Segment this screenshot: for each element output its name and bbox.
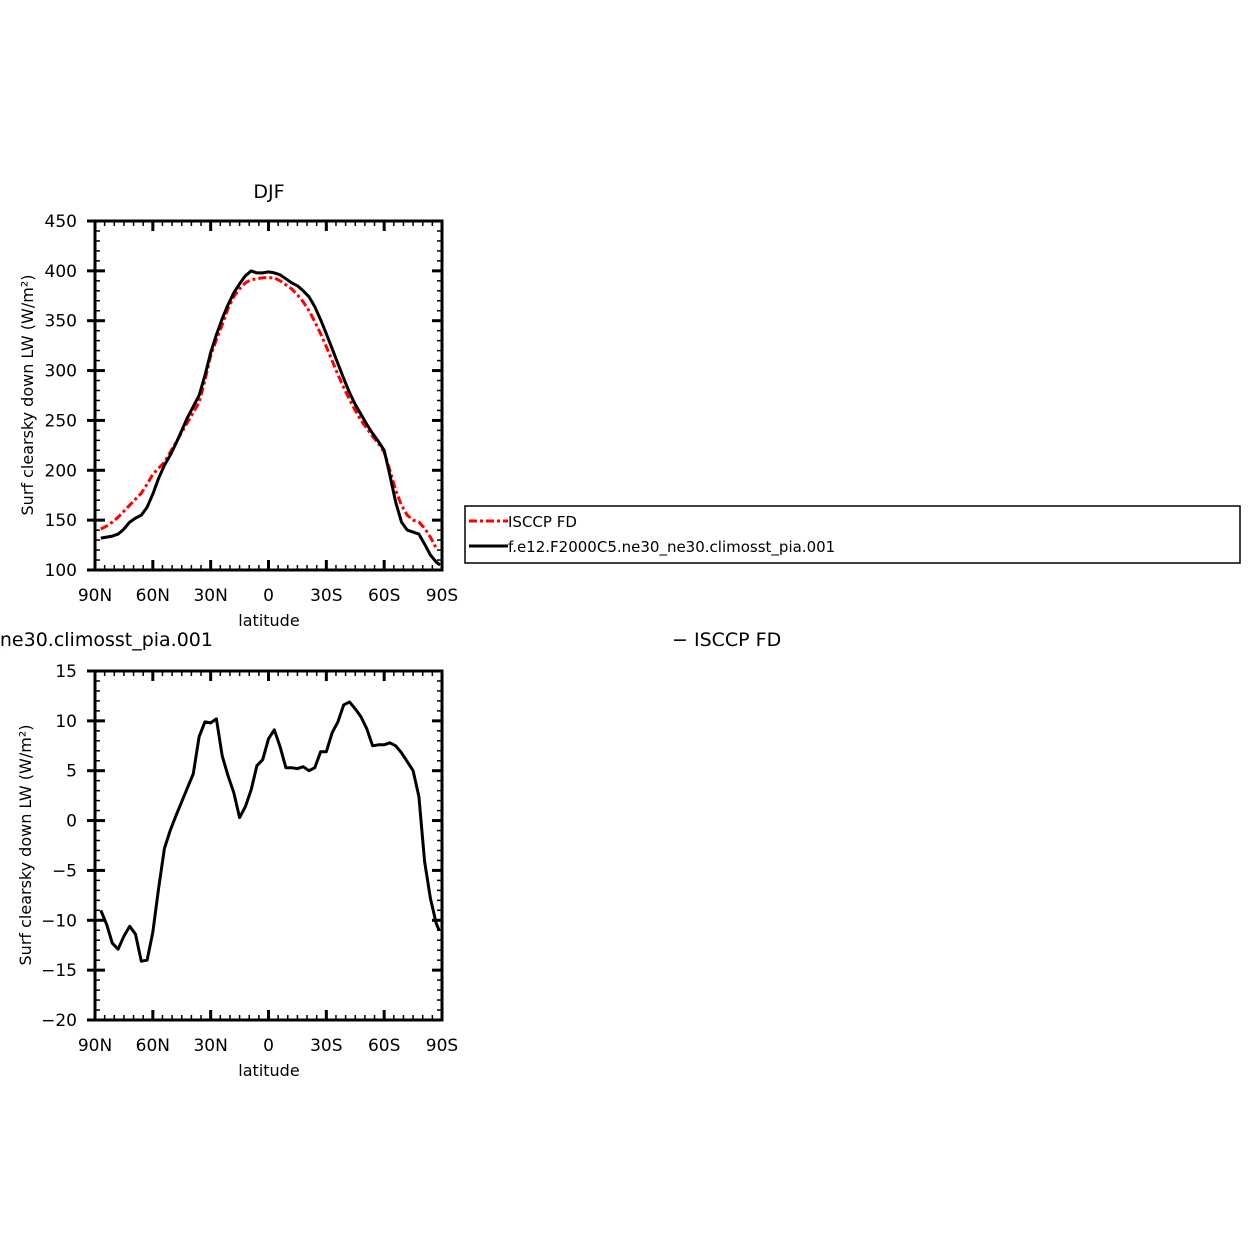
x-axis-label: latitude	[238, 1061, 299, 1080]
x-tick-label: 60N	[136, 1036, 170, 1056]
y-tick-label: −10	[41, 911, 77, 931]
x-tick-label: 0	[263, 1036, 274, 1056]
legend: ISCCP FD f.e12.F2000C5.ne30_ne30.climoss…	[464, 505, 1241, 564]
y-tick-label: 150	[45, 511, 77, 531]
chart-title: DJF	[253, 181, 284, 203]
series-line-model	[100, 269, 442, 567]
y-tick-label: −20	[41, 1011, 77, 1031]
x-tick-label: 90S	[426, 1036, 458, 1056]
y-tick-label: 400	[45, 262, 77, 282]
x-tick-label: 30S	[310, 1036, 342, 1056]
y-tick-label: 350	[45, 312, 77, 332]
panel-difference: f.e12.F2000C5.ne30_ne30.climosst_pia.001…	[0, 629, 781, 1080]
x-tick-label: 60S	[368, 1036, 400, 1056]
y-tick-label: 300	[45, 362, 77, 382]
x-tick-label: 60S	[368, 586, 400, 606]
plot-frame	[93, 669, 444, 1022]
x-tick-label: 30N	[193, 1036, 227, 1056]
x-tick-label: 30S	[310, 586, 342, 606]
y-tick-label: 100	[45, 561, 77, 581]
x-tick-label: 90N	[78, 1036, 112, 1056]
legend-label: ISCCP FD	[508, 513, 577, 531]
legend-box	[464, 505, 1241, 564]
y-axis-label: Surf clearsky down LW (W/m²)	[18, 275, 37, 516]
legend-entry-isccp: ISCCP FD	[469, 513, 577, 531]
y-axis-label: Surf clearsky down LW (W/m²)	[16, 725, 35, 966]
series-group	[100, 269, 442, 567]
x-tick-label: 30N	[193, 586, 227, 606]
chart-title: f.e12.F2000C5.ne30_ne30.climosst_pia.001	[0, 629, 213, 651]
series-line-isccp	[100, 276, 438, 549]
panel-djf: DJF 90N 60N 30N 0 30S 60S 90S 100 150 200 250 300 35…	[18, 181, 458, 630]
x-tick-label: 90S	[426, 586, 458, 606]
plot-frame	[93, 219, 444, 572]
legend-entry-model: f.e12.F2000C5.ne30_ne30.climosst_pia.001	[469, 538, 835, 557]
x-tick-label: 0	[263, 586, 274, 606]
chart-subtitle: − ISCCP FD	[672, 629, 781, 651]
y-tick-label: 250	[45, 411, 77, 431]
x-tick-label: 90N	[78, 586, 112, 606]
y-tick-label: 0	[66, 812, 77, 832]
y-tick-label: 450	[45, 212, 77, 232]
y-tick-label: 200	[45, 461, 77, 481]
x-axis-label: latitude	[238, 611, 299, 630]
y-tick-label: 5	[66, 762, 77, 782]
x-tick-label: 60N	[136, 586, 170, 606]
series-line-model	[99, 700, 441, 963]
axes: 90N 60N 30N 0 30S 60S 90S −20 −15 −10 −5 0 5 10 15	[41, 662, 458, 1056]
y-tick-label: −15	[41, 961, 77, 981]
series-group	[99, 700, 441, 963]
y-tick-label: 15	[55, 662, 77, 682]
legend-label: f.e12.F2000C5.ne30_ne30.climosst_pia.001	[508, 538, 835, 557]
y-tick-label: 10	[55, 712, 77, 732]
y-tick-label: −5	[52, 861, 77, 881]
